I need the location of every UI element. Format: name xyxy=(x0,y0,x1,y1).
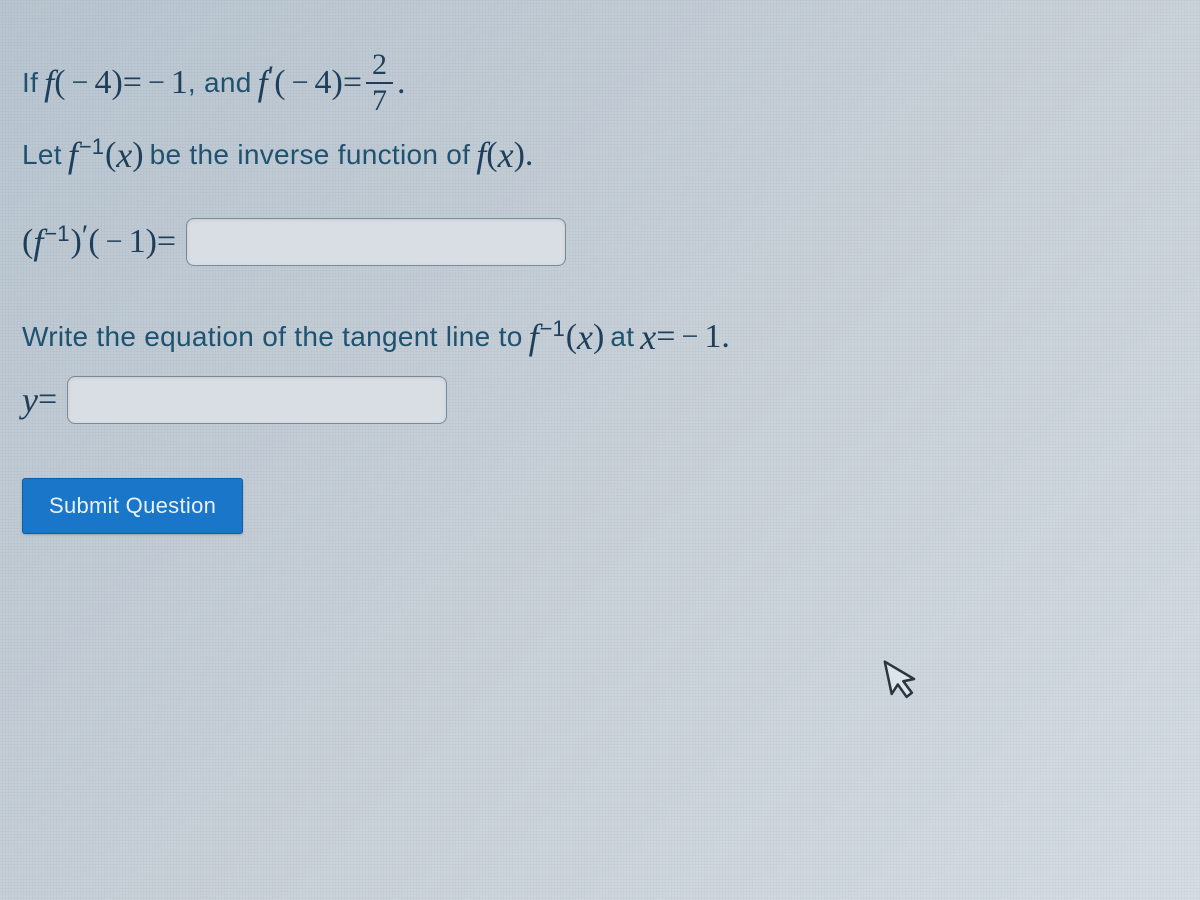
val-4b: 4 xyxy=(314,64,331,102)
frac-num: 2 xyxy=(366,50,393,80)
func-f3: f xyxy=(68,134,78,176)
func-f4: f xyxy=(476,134,486,176)
period-2: . xyxy=(525,136,534,174)
var-x4: x xyxy=(640,316,656,358)
paren-close-7: ) xyxy=(593,318,604,356)
paren-open-5: ( xyxy=(22,223,33,261)
paren-close-5: ) xyxy=(70,223,81,261)
tangent-text: Write the equation of the tangent line t… xyxy=(22,321,523,353)
problem-line-4: Write the equation of the tangent line t… xyxy=(22,316,1180,358)
val-4: 4 xyxy=(94,64,111,102)
func-f6: f xyxy=(529,316,539,358)
tangent-line-input[interactable] xyxy=(67,376,447,424)
period-3: . xyxy=(721,318,730,356)
paren-open-7: ( xyxy=(566,318,577,356)
equals-4: = xyxy=(656,318,675,356)
paren-open: ( xyxy=(54,64,65,102)
paren-close-4: ) xyxy=(514,136,525,174)
func-f2: f xyxy=(258,62,268,104)
neg-sign-3: − xyxy=(286,66,315,100)
let-text: Let xyxy=(22,139,62,171)
equals-3: = xyxy=(157,223,176,261)
val-1b: 1 xyxy=(129,223,146,261)
derivative-answer-input[interactable] xyxy=(186,218,566,266)
at-text: at xyxy=(610,321,634,353)
func-f5: f xyxy=(33,221,43,263)
prime-2: ′ xyxy=(82,219,89,253)
inverse-text: be the inverse function of xyxy=(150,139,471,171)
problem-line-1: If f ( − 4 ) = − 1 , and f ′ ( − 4 ) = 2… xyxy=(22,50,1180,116)
period-1: . xyxy=(397,64,406,102)
neg-sign-4: − xyxy=(100,225,129,259)
equals-5: = xyxy=(38,381,57,419)
paren-close: ) xyxy=(111,64,122,102)
answer-row-2: y = xyxy=(22,376,1180,424)
equals-2: = xyxy=(343,64,362,102)
paren-open-4: ( xyxy=(486,136,497,174)
paren-open-2: ( xyxy=(274,64,285,102)
sup-neg: −1 xyxy=(79,134,104,160)
equals: = xyxy=(123,64,142,102)
paren-close-3: ) xyxy=(132,136,143,174)
paren-close-6: ) xyxy=(146,223,157,261)
cursor-icon xyxy=(879,651,930,717)
answer-row-1: ( f −1 ) ′ ( − 1 ) = xyxy=(22,218,1180,266)
fraction-2-7: 2 7 xyxy=(366,50,393,116)
neg-sign-2: − xyxy=(142,66,171,100)
neg-sign: − xyxy=(66,66,95,100)
var-y: y xyxy=(22,379,38,421)
prime: ′ xyxy=(268,60,275,94)
var-x3: x xyxy=(577,316,593,358)
var-x2: x xyxy=(498,134,514,176)
val-1c: 1 xyxy=(704,318,721,356)
problem-line-2: Let f −1 ( x ) be the inverse function o… xyxy=(22,134,1180,176)
frac-den: 7 xyxy=(366,86,393,116)
paren-close-2: ) xyxy=(331,64,342,102)
paren-open-3: ( xyxy=(105,136,116,174)
sup-neg-3: −1 xyxy=(540,316,565,342)
and-text: , and xyxy=(188,67,252,99)
neg-sign-5: − xyxy=(675,320,704,354)
func-f: f xyxy=(44,62,54,104)
var-x: x xyxy=(116,134,132,176)
sup-neg-2: −1 xyxy=(44,221,69,247)
paren-open-6: ( xyxy=(88,223,99,261)
val-1: 1 xyxy=(171,64,188,102)
if-text: If xyxy=(22,67,38,99)
submit-button[interactable]: Submit Question xyxy=(22,478,243,534)
